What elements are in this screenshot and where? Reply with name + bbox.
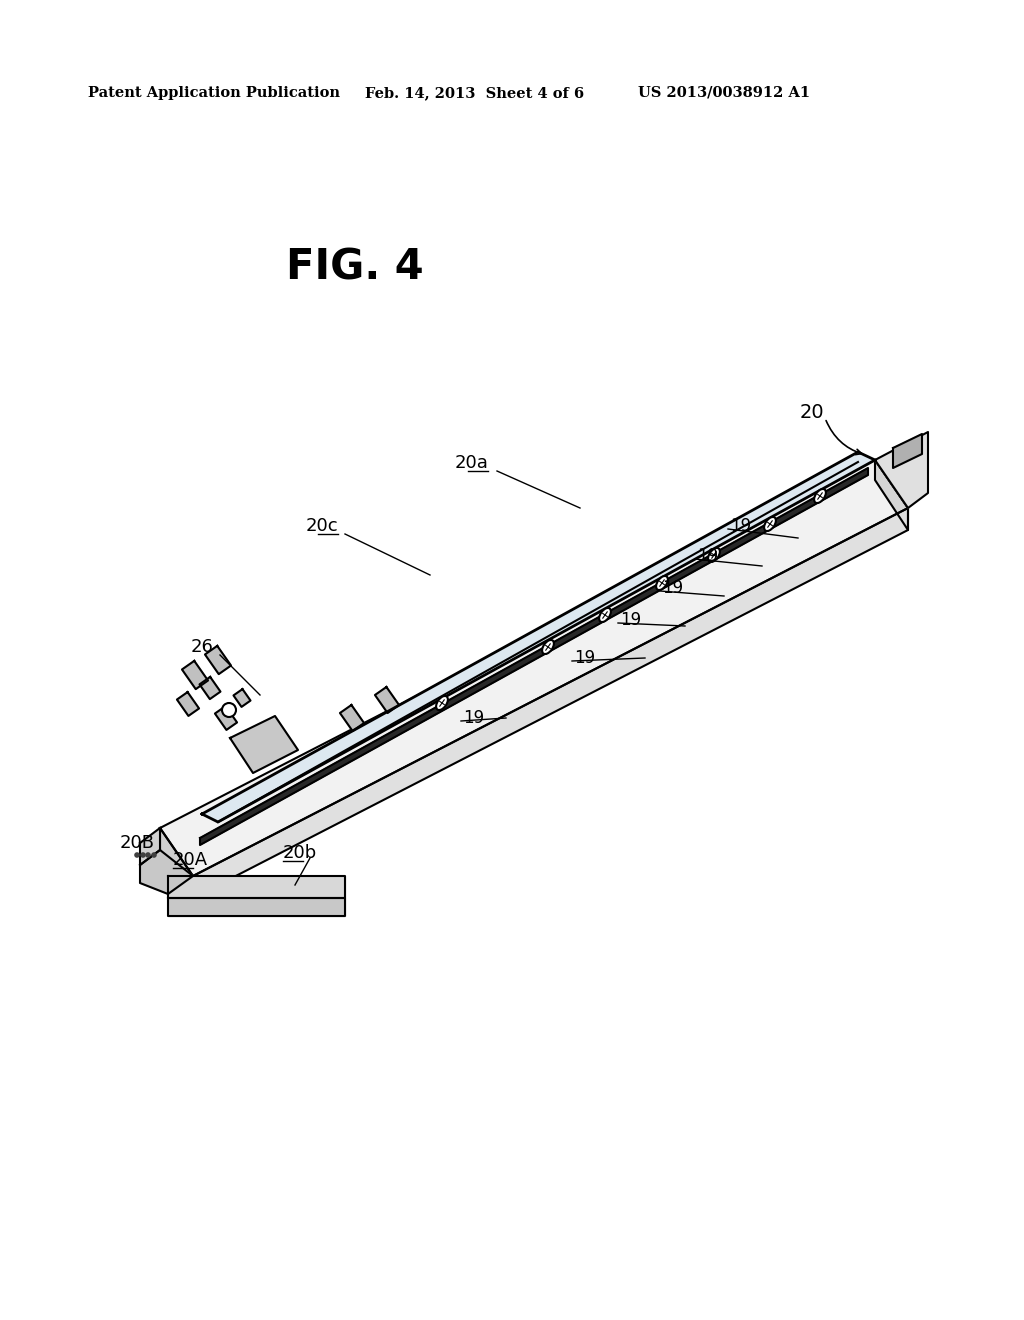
Polygon shape bbox=[193, 508, 908, 898]
Text: US 2013/0038912 A1: US 2013/0038912 A1 bbox=[638, 86, 810, 100]
Polygon shape bbox=[160, 828, 193, 898]
Text: 26: 26 bbox=[190, 638, 213, 656]
Ellipse shape bbox=[814, 488, 826, 503]
Polygon shape bbox=[340, 705, 365, 731]
Polygon shape bbox=[202, 451, 874, 822]
Ellipse shape bbox=[709, 548, 720, 562]
Text: 20a: 20a bbox=[454, 454, 488, 473]
Text: 20B: 20B bbox=[120, 834, 155, 851]
Text: 19: 19 bbox=[463, 709, 484, 727]
Polygon shape bbox=[168, 876, 345, 898]
Ellipse shape bbox=[599, 609, 611, 622]
Polygon shape bbox=[233, 689, 251, 708]
Circle shape bbox=[222, 704, 236, 717]
Circle shape bbox=[134, 853, 140, 858]
Text: 19: 19 bbox=[697, 546, 718, 565]
Text: 20c: 20c bbox=[305, 517, 338, 535]
Text: Feb. 14, 2013  Sheet 4 of 6: Feb. 14, 2013 Sheet 4 of 6 bbox=[365, 86, 584, 100]
Circle shape bbox=[140, 853, 145, 858]
Polygon shape bbox=[140, 828, 160, 865]
Ellipse shape bbox=[656, 576, 668, 590]
Ellipse shape bbox=[764, 517, 776, 531]
Polygon shape bbox=[160, 459, 908, 876]
Polygon shape bbox=[200, 469, 868, 845]
Circle shape bbox=[145, 853, 151, 858]
Text: FIG. 4: FIG. 4 bbox=[286, 247, 424, 289]
Polygon shape bbox=[375, 686, 399, 713]
Polygon shape bbox=[182, 661, 208, 689]
Text: 20b: 20b bbox=[283, 843, 317, 862]
Polygon shape bbox=[177, 692, 199, 715]
Polygon shape bbox=[200, 677, 220, 700]
Text: 19: 19 bbox=[574, 649, 595, 667]
Polygon shape bbox=[230, 715, 298, 774]
Text: 19: 19 bbox=[730, 517, 752, 535]
Polygon shape bbox=[205, 645, 231, 675]
Circle shape bbox=[152, 853, 157, 858]
Polygon shape bbox=[140, 850, 193, 894]
Text: 19: 19 bbox=[620, 611, 641, 630]
Polygon shape bbox=[874, 432, 928, 508]
Polygon shape bbox=[168, 898, 345, 916]
Polygon shape bbox=[215, 706, 238, 730]
Text: Patent Application Publication: Patent Application Publication bbox=[88, 86, 340, 100]
Ellipse shape bbox=[542, 640, 554, 653]
Text: 20A: 20A bbox=[173, 851, 208, 869]
Text: 19: 19 bbox=[662, 579, 683, 597]
Polygon shape bbox=[893, 434, 922, 469]
Polygon shape bbox=[874, 459, 908, 531]
Ellipse shape bbox=[436, 696, 447, 710]
Text: 20: 20 bbox=[800, 403, 824, 421]
